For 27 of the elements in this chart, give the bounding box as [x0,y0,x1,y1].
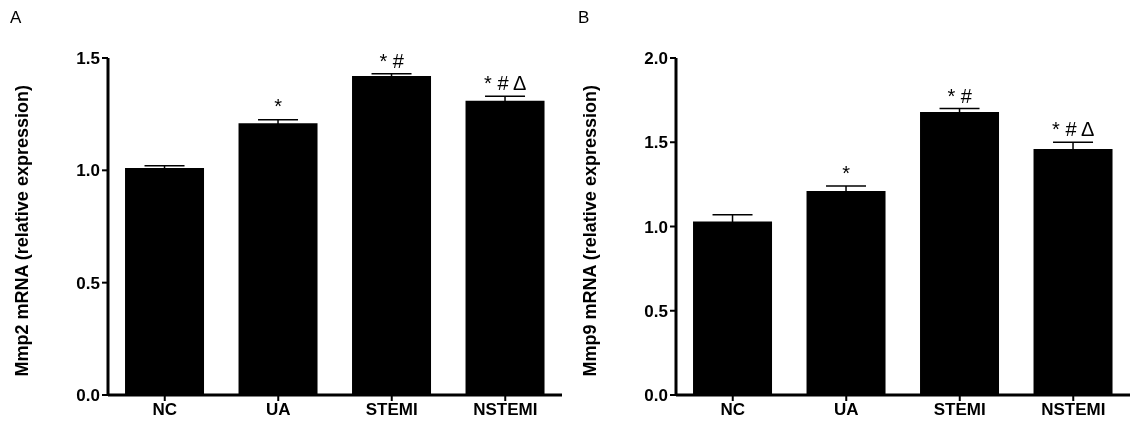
annotation: * [274,94,283,117]
x-tick-label: STEMI [365,400,418,420]
annotation: * # Δ [484,72,527,95]
x-tick-label: NSTEMI [473,400,538,420]
y-tick-label: 0.0 [644,386,668,406]
y-tick-label: 1.0 [76,161,100,181]
annotation: * [842,162,851,185]
chart-title: B [578,8,590,28]
y-tick-label: 2.0 [644,49,668,69]
annotation: * # [947,84,973,107]
x-tick-label: STEMI [933,400,986,420]
y-tick-label: 0.0 [76,386,100,406]
x-tick-label: UA [833,400,859,420]
x-tick-label: UA [265,400,291,420]
x-tick-label: NSTEMI [1041,400,1106,420]
x-tick-label: NC [152,400,178,420]
chart-title: A [10,8,22,28]
y-axis-title: Mmp2 mRNA (relative expression) [12,85,33,377]
y-tick-label: 0.5 [644,301,668,321]
y-tick-label: 1.5 [644,133,668,153]
y-axis-title: Mmp9 mRNA (relative expression) [580,85,601,377]
y-tick-label: 0.5 [76,273,100,293]
y-tick-label: 1.0 [644,217,668,237]
annotation: * # Δ [1052,118,1095,141]
annotation: * # [379,49,405,72]
y-tick-label: 1.5 [76,49,100,69]
x-tick-label: NC [720,400,746,420]
